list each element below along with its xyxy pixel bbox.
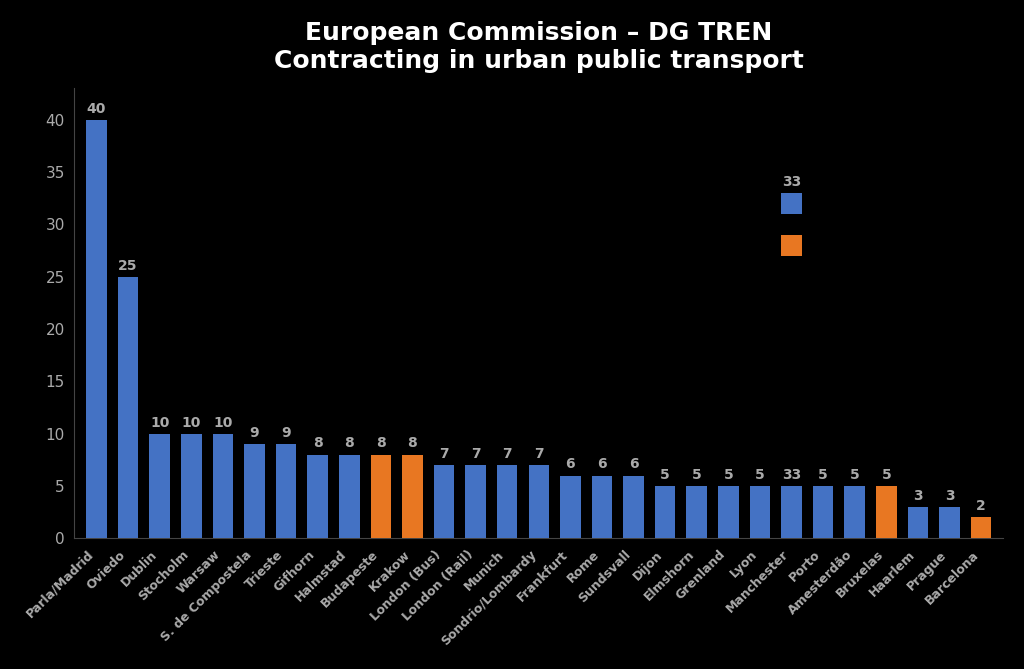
Bar [655,486,676,539]
Text: 25: 25 [119,259,138,272]
Text: 9: 9 [282,426,291,440]
Bar [244,444,265,539]
Text: 6: 6 [597,458,607,472]
Text: 10: 10 [151,415,169,429]
Bar [275,444,296,539]
Bar [939,507,959,539]
Bar [845,486,865,539]
Bar [686,486,707,539]
Text: 10: 10 [213,415,232,429]
Bar [781,235,802,256]
Bar [592,476,612,539]
Text: 5: 5 [755,468,765,482]
Bar [118,277,138,539]
Title: European Commission – DG TREN
Contracting in urban public transport: European Commission – DG TREN Contractin… [273,21,804,73]
Bar [624,476,644,539]
Text: 5: 5 [818,468,828,482]
Bar [86,120,106,539]
Bar [307,455,328,539]
Bar [497,465,517,539]
Bar [402,455,423,539]
Text: 40: 40 [87,102,106,116]
Bar [181,434,202,539]
Bar [971,517,991,539]
Text: 6: 6 [629,458,638,472]
Bar [876,486,897,539]
Text: 9: 9 [250,426,259,440]
Bar [150,434,170,539]
Text: 10: 10 [181,415,201,429]
Text: 8: 8 [376,436,386,450]
Bar [750,486,770,539]
Bar [718,486,738,539]
Text: 7: 7 [439,447,449,461]
Bar [528,465,549,539]
Text: 8: 8 [312,436,323,450]
Bar [434,465,455,539]
Text: 33: 33 [782,175,801,189]
Text: 7: 7 [534,447,544,461]
Text: 6: 6 [565,458,575,472]
Text: 5: 5 [850,468,859,482]
Text: 2: 2 [976,499,986,513]
Bar [465,465,485,539]
Bar [781,486,802,539]
Text: 8: 8 [344,436,354,450]
Text: 33: 33 [782,468,801,482]
Text: 5: 5 [660,468,670,482]
Text: 7: 7 [471,447,480,461]
Bar [907,507,928,539]
Bar [213,434,233,539]
Bar [371,455,391,539]
Bar [781,193,802,214]
Text: 8: 8 [408,436,418,450]
Text: 5: 5 [882,468,891,482]
Text: 3: 3 [913,489,923,502]
Text: 5: 5 [692,468,701,482]
Text: 5: 5 [724,468,733,482]
Text: 3: 3 [945,489,954,502]
Text: 7: 7 [503,447,512,461]
Bar [813,486,834,539]
Bar [560,476,581,539]
Bar [339,455,359,539]
